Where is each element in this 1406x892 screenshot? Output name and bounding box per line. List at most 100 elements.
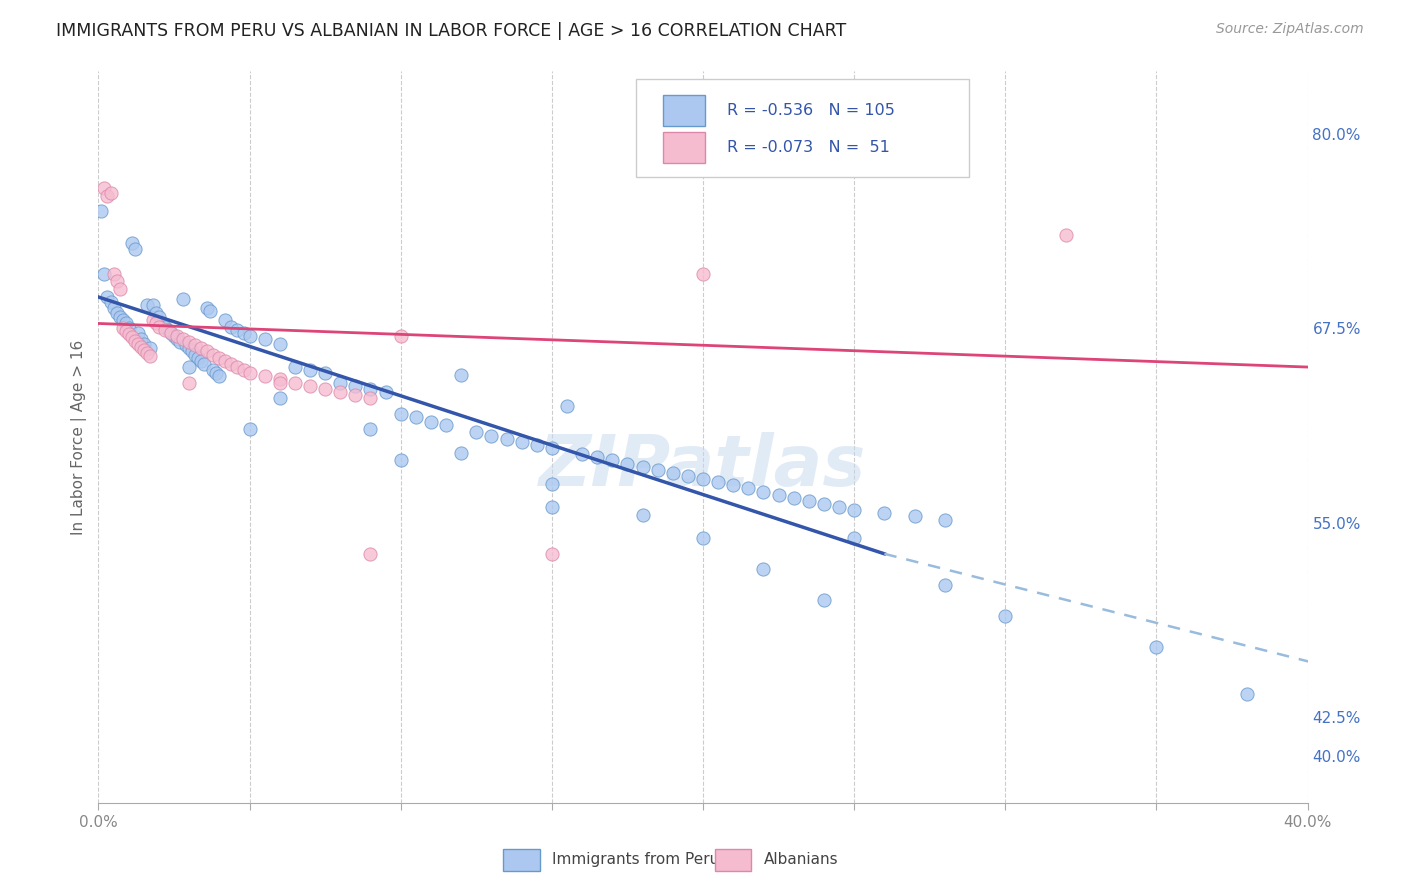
Point bbox=[723, 478, 745, 492]
Point bbox=[114, 324, 136, 338]
Point bbox=[202, 348, 225, 362]
Point bbox=[253, 369, 276, 384]
Point bbox=[239, 366, 262, 380]
Point bbox=[195, 344, 218, 359]
Point bbox=[602, 453, 624, 467]
Point bbox=[284, 359, 307, 374]
Point bbox=[179, 335, 201, 350]
Point bbox=[160, 326, 183, 340]
Point bbox=[540, 547, 562, 561]
Point bbox=[103, 267, 125, 281]
Point bbox=[172, 332, 194, 346]
Point bbox=[114, 317, 136, 331]
Point bbox=[129, 340, 152, 354]
Point bbox=[150, 317, 173, 331]
Point bbox=[360, 547, 382, 561]
Point bbox=[526, 438, 548, 452]
Point bbox=[105, 305, 128, 319]
Point bbox=[93, 267, 115, 281]
Point bbox=[934, 578, 956, 592]
Point bbox=[179, 342, 201, 356]
Point bbox=[100, 186, 122, 200]
Point bbox=[631, 459, 654, 474]
Point bbox=[142, 298, 165, 312]
Text: Source: ZipAtlas.com: Source: ZipAtlas.com bbox=[1216, 22, 1364, 37]
Point bbox=[752, 484, 775, 499]
Point bbox=[389, 329, 412, 343]
Point bbox=[179, 359, 201, 374]
Point bbox=[221, 319, 243, 334]
Point bbox=[752, 562, 775, 576]
Point bbox=[232, 363, 254, 377]
Point bbox=[994, 609, 1017, 624]
Point bbox=[121, 235, 143, 250]
Point bbox=[314, 382, 336, 396]
Point bbox=[108, 310, 131, 325]
Point bbox=[111, 321, 134, 335]
Point bbox=[214, 354, 236, 368]
Point bbox=[103, 301, 125, 315]
Point bbox=[142, 313, 165, 327]
Text: ZIPatlas: ZIPatlas bbox=[540, 432, 866, 500]
Point bbox=[135, 346, 157, 360]
Point bbox=[616, 457, 638, 471]
Point bbox=[269, 372, 291, 386]
Point bbox=[181, 344, 204, 359]
Point bbox=[208, 351, 231, 365]
Point bbox=[813, 497, 835, 511]
Point bbox=[160, 326, 183, 340]
Point bbox=[169, 335, 191, 350]
Point bbox=[465, 425, 488, 440]
Text: Immigrants from Peru: Immigrants from Peru bbox=[551, 853, 718, 867]
Point bbox=[768, 488, 790, 502]
Point bbox=[148, 310, 170, 325]
FancyBboxPatch shape bbox=[716, 849, 751, 871]
Point bbox=[450, 445, 472, 459]
Point bbox=[195, 301, 218, 315]
Point bbox=[172, 292, 194, 306]
Point bbox=[692, 267, 714, 281]
Point bbox=[105, 275, 128, 289]
Text: IMMIGRANTS FROM PERU VS ALBANIAN IN LABOR FORCE | AGE > 16 CORRELATION CHART: IMMIGRANTS FROM PERU VS ALBANIAN IN LABO… bbox=[56, 22, 846, 40]
Point bbox=[692, 531, 714, 545]
Point bbox=[239, 329, 262, 343]
Point bbox=[221, 357, 243, 371]
Point bbox=[148, 319, 170, 334]
Point bbox=[132, 336, 155, 351]
Point bbox=[239, 422, 262, 436]
Point bbox=[269, 376, 291, 390]
Point bbox=[344, 388, 367, 402]
Point bbox=[676, 469, 699, 483]
Point bbox=[127, 326, 149, 340]
Point bbox=[90, 204, 112, 219]
Point bbox=[844, 503, 866, 517]
Point bbox=[190, 342, 212, 356]
Point bbox=[571, 447, 593, 461]
Point bbox=[329, 384, 352, 399]
Point bbox=[904, 509, 927, 524]
Point bbox=[184, 348, 207, 362]
Point bbox=[481, 428, 503, 442]
FancyBboxPatch shape bbox=[664, 132, 706, 163]
Point bbox=[450, 368, 472, 382]
Point bbox=[96, 290, 118, 304]
Point bbox=[1054, 227, 1077, 242]
Point bbox=[166, 332, 188, 346]
Point bbox=[540, 441, 562, 455]
Point bbox=[214, 313, 236, 327]
Point bbox=[269, 391, 291, 405]
Point bbox=[405, 409, 427, 424]
Point bbox=[434, 417, 457, 432]
Point bbox=[100, 294, 122, 309]
Point bbox=[96, 189, 118, 203]
Point bbox=[184, 338, 207, 352]
Point bbox=[420, 415, 443, 429]
Point bbox=[108, 282, 131, 296]
Point bbox=[187, 351, 209, 365]
Y-axis label: In Labor Force | Age > 16: In Labor Force | Age > 16 bbox=[72, 340, 87, 534]
Point bbox=[873, 506, 896, 520]
Point bbox=[121, 330, 143, 344]
Point bbox=[145, 317, 167, 331]
Point bbox=[299, 363, 322, 377]
Point bbox=[813, 593, 835, 607]
